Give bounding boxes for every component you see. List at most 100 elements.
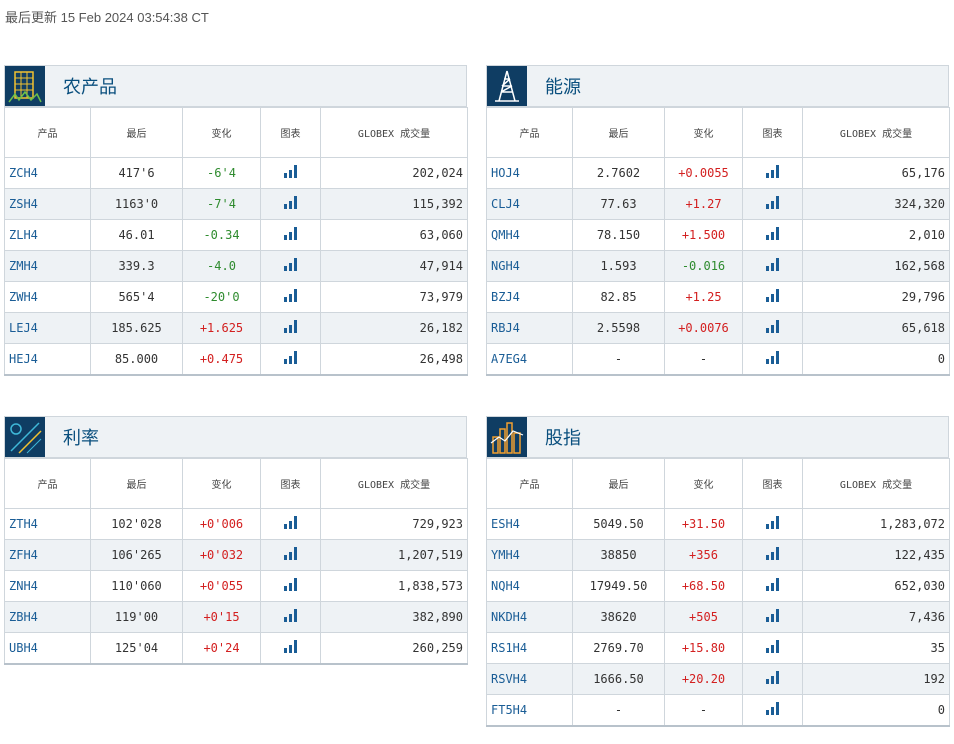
bar-chart-icon[interactable] xyxy=(765,516,780,532)
bar-chart-icon[interactable] xyxy=(765,671,780,687)
col-header-chart: 图表 xyxy=(742,458,803,509)
chart-cell xyxy=(260,539,321,571)
globex-volume: 65,176 xyxy=(802,157,950,189)
last-price: 17949.50 xyxy=(572,570,665,602)
bar-chart-icon[interactable] xyxy=(765,701,780,718)
product-code-link[interactable]: ESH4 xyxy=(486,508,573,540)
price-change: +31.50 xyxy=(664,508,743,540)
product-code-link[interactable]: HOJ4 xyxy=(486,157,573,189)
product-code-link[interactable]: CLJ4 xyxy=(486,188,573,220)
bar-chart-icon[interactable] xyxy=(765,165,780,181)
panel-header: 能源 xyxy=(486,65,949,107)
last-price: 125'04 xyxy=(90,632,183,664)
product-code-link[interactable]: NGH4 xyxy=(486,250,573,282)
product-code-link[interactable]: QMH4 xyxy=(486,219,573,251)
globex-volume: 73,979 xyxy=(320,281,468,313)
col-header-change: 变化 xyxy=(664,107,743,158)
last-price: 110'060 xyxy=(90,570,183,602)
bar-chart-icon[interactable] xyxy=(765,547,780,563)
product-code-link[interactable]: ZBH4 xyxy=(4,601,91,633)
bar-chart-icon[interactable] xyxy=(283,578,298,594)
globex-volume: 26,498 xyxy=(320,343,468,375)
globex-volume: 7,436 xyxy=(802,601,950,633)
price-change: +1.500 xyxy=(664,219,743,251)
chart-cell xyxy=(260,508,321,540)
globex-volume: 652,030 xyxy=(802,570,950,602)
col-header-volume: GLOBEX 成交量 xyxy=(320,458,468,509)
product-code-link[interactable]: LEJ4 xyxy=(4,312,91,344)
chart-cell xyxy=(742,508,803,540)
bar-chart-icon[interactable] xyxy=(765,289,780,305)
panel-title: 农产品 xyxy=(63,77,117,98)
bar-chart-icon[interactable] xyxy=(283,609,298,625)
price-change: +356 xyxy=(664,539,743,571)
product-code-link[interactable]: ZFH4 xyxy=(4,539,91,571)
product-code-link[interactable]: ZLH4 xyxy=(4,219,91,251)
chart-cell xyxy=(260,281,321,313)
last-price: 85.000 xyxy=(90,343,183,375)
bar-chart-icon[interactable] xyxy=(283,350,298,367)
product-code-link[interactable]: YMH4 xyxy=(486,539,573,571)
table-row: FT5H4- -0 xyxy=(486,694,950,726)
table-row: ZMH4 339.3 -4.0 47,914 xyxy=(4,250,468,282)
last-price: 565'4 xyxy=(90,281,183,313)
bar-chart-icon[interactable] xyxy=(283,289,298,305)
product-code-link[interactable]: ZMH4 xyxy=(4,250,91,282)
last-price: 417'6 xyxy=(90,157,183,189)
bar-chart-icon[interactable] xyxy=(283,227,298,243)
last-price: 106'265 xyxy=(90,539,183,571)
bar-chart-icon[interactable] xyxy=(283,516,298,532)
bar-chart-icon[interactable] xyxy=(283,547,298,563)
product-code-link[interactable]: NQH4 xyxy=(486,570,573,602)
bar-chart-icon[interactable] xyxy=(283,320,298,336)
price-change: -20'0 xyxy=(182,281,261,313)
product-code-link[interactable]: ZCH4 xyxy=(4,157,91,189)
quotes-table: 产品 最后 变化 图表 GLOBEX 成交量 HOJ4 2.7602 +0.0055 65,17… xyxy=(486,107,950,376)
col-header-chart: 图表 xyxy=(742,107,803,158)
table-row: LEJ4 185.625 +1.625 26,182 xyxy=(4,312,468,344)
table-row: ZNH4 110'060 +0'055 1,838,573 xyxy=(4,570,468,602)
col-header-volume: GLOBEX 成交量 xyxy=(320,107,468,158)
product-code-link[interactable]: ZNH4 xyxy=(4,570,91,602)
chart-cell xyxy=(742,663,803,695)
bar-chart-icon[interactable] xyxy=(283,639,298,656)
product-code-link[interactable]: RS1H4 xyxy=(486,632,573,664)
product-code-link[interactable]: ZTH4 xyxy=(4,508,91,540)
product-code-link[interactable]: RBJ4 xyxy=(486,312,573,344)
panel-title: 股指 xyxy=(545,428,581,449)
quotes-table: 产品 最后 变化 图表 GLOBEX 成交量 ZTH4 102'028 +0'006 729,9… xyxy=(4,458,468,665)
bar-chart-icon[interactable] xyxy=(765,640,780,656)
globex-volume: 63,060 xyxy=(320,219,468,251)
product-code-link[interactable]: RSVH4 xyxy=(486,663,573,695)
last-price: 2769.70 xyxy=(572,632,665,664)
table-row: RBJ4 2.5598 +0.0076 65,618 xyxy=(486,312,950,344)
table-row: ZCH4 417'6 -6'4 202,024 xyxy=(4,157,468,189)
product-code-link[interactable]: BZJ4 xyxy=(486,281,573,313)
product-code-link[interactable]: UBH4 xyxy=(4,632,91,664)
product-code-link[interactable]: A7EG4 xyxy=(486,343,573,375)
chart-cell xyxy=(742,250,803,282)
bar-chart-icon[interactable] xyxy=(765,196,780,212)
panel-agriculture: 农产品 产品 最后 变化 图表 GLOBEX 成交量 ZCH4 417'6 -6'4 202,02… xyxy=(4,65,468,376)
bar-chart-icon[interactable] xyxy=(765,227,780,243)
col-header-volume: GLOBEX 成交量 xyxy=(802,458,950,509)
bar-chart-icon[interactable] xyxy=(765,609,780,625)
bar-chart-icon[interactable] xyxy=(765,320,780,336)
panel-header: 股指 xyxy=(486,416,949,458)
last-price: 119'00 xyxy=(90,601,183,633)
product-code-link[interactable]: ZSH4 xyxy=(4,188,91,220)
product-code-link[interactable]: HEJ4 xyxy=(4,343,91,375)
product-code-link[interactable]: ZWH4 xyxy=(4,281,91,313)
bar-chart-icon[interactable] xyxy=(283,196,298,212)
product-code-link[interactable]: FT5H4 xyxy=(486,694,573,726)
price-change: +20.20 xyxy=(664,663,743,695)
bar-chart-icon[interactable] xyxy=(765,350,780,367)
product-code-link[interactable]: NKDH4 xyxy=(486,601,573,633)
bar-chart-icon[interactable] xyxy=(765,578,780,594)
globex-volume: 26,182 xyxy=(320,312,468,344)
bar-chart-icon[interactable] xyxy=(765,258,780,274)
bar-chart-icon[interactable] xyxy=(283,165,298,181)
globex-volume: 35 xyxy=(802,632,950,664)
bar-chart-icon[interactable] xyxy=(283,258,298,274)
col-header-product: 产品 xyxy=(4,458,91,509)
